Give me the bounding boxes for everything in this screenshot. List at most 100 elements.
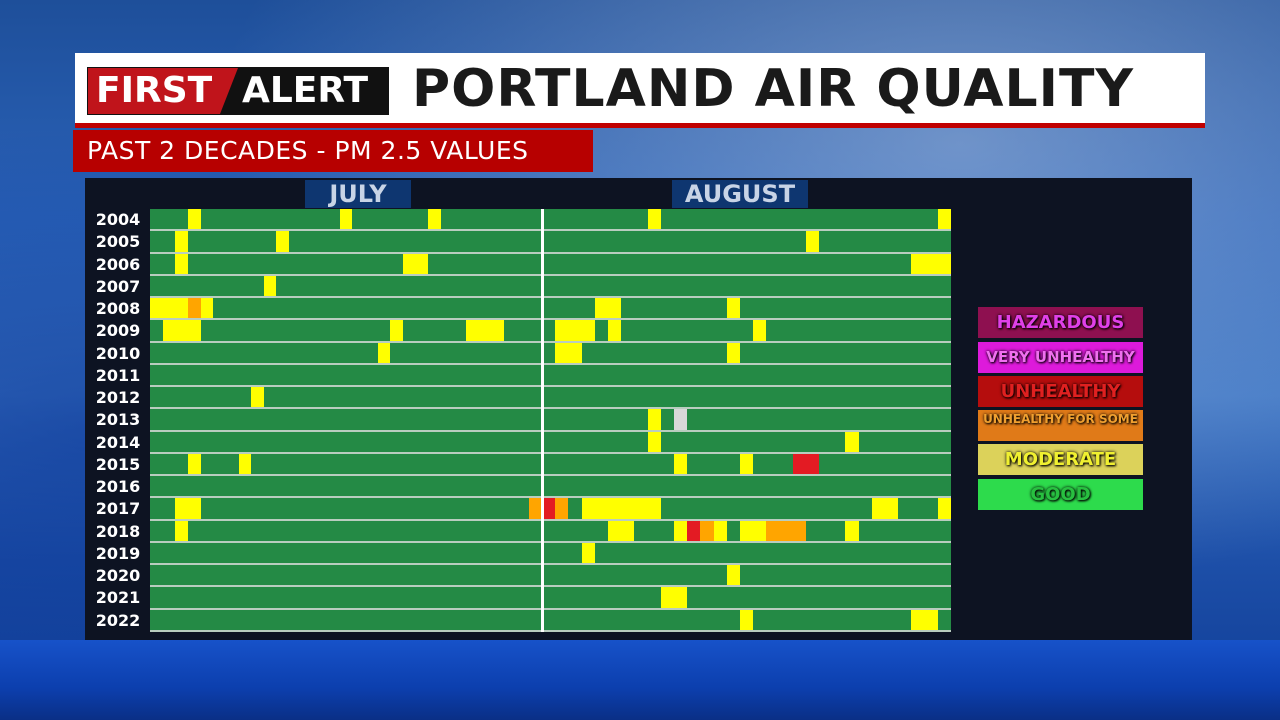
heatmap-cell-moderate [937,498,951,519]
first-alert-logo: FIRST ALERT [87,67,389,115]
year-label: 2016 [95,477,141,497]
heatmap-row [150,209,951,230]
heatmap-cell-moderate [594,298,622,319]
year-label: 2017 [95,499,141,519]
heatmap-cell-usg [766,520,806,541]
heatmap-cell-moderate [466,320,505,341]
row-separator [150,585,951,588]
year-label: 2007 [95,276,141,296]
heatmap-row [150,431,951,452]
heatmap-row [150,476,951,496]
row-separator [150,296,951,299]
heatmap-row [150,298,951,319]
heatmap-cell-moderate [911,609,938,630]
heatmap-cell-moderate [673,453,688,475]
month-label-august: AUGUST [672,180,808,208]
heatmap-cell-moderate [339,209,353,230]
heatmap-cell-moderate [428,209,441,230]
heatmap-cell-moderate [175,498,201,519]
heatmap-row [150,587,951,608]
heatmap-cell-moderate [726,342,740,363]
heatmap-cell-moderate [753,320,767,341]
row-separator [150,474,951,477]
subtitle: PAST 2 DECADES - PM 2.5 VALUES [73,130,593,172]
year-label: 2008 [95,299,141,319]
heatmap-cell-moderate [377,342,391,363]
legend-item-usg: UNHEALTHY FOR SOME [978,410,1143,441]
heatmap-cell-moderate [647,431,661,452]
heatmap-row [150,609,951,630]
heatmap-cell-unhealthy [542,498,556,519]
year-label: 2019 [95,543,141,563]
heatmap-row [150,520,951,541]
heatmap-row [150,253,951,274]
logo-alert: ALERT [220,68,388,114]
heatmap-cell-moderate [238,453,252,475]
legend-item-moderate: MODERATE [978,444,1143,475]
heatmap-row [150,409,951,430]
row-separator [150,496,951,499]
heatmap-cell-moderate [200,298,214,319]
heatmap-cell-moderate [555,320,595,341]
heatmap-cell-moderate [647,409,661,430]
heatmap-row [150,542,951,564]
heatmap-cell-moderate [187,209,201,230]
year-label: 2012 [95,388,141,408]
month-divider [541,209,544,632]
heatmap-cell-moderate [607,520,635,541]
month-label-july: JULY [305,180,411,208]
heatmap-cell-moderate [726,298,740,319]
heatmap-cell-usg [529,498,542,519]
heatmap-row [150,565,951,586]
row-separator [150,429,951,432]
heatmap-cell-moderate [937,209,951,230]
heatmap-cell-moderate [739,520,767,541]
legend-item-hazardous: HAZARDOUS [978,307,1143,338]
heatmap-row [150,387,951,408]
heatmap-cell-usg [187,298,201,319]
year-label: 2018 [95,521,141,541]
heatmap-cell-moderate [660,587,688,608]
heatmap-cell-moderate [871,498,899,519]
page-title: PORTLAND AIR QUALITY [412,59,1135,119]
heatmap-cell-moderate [263,275,277,297]
heatmap-cell-moderate [150,298,188,319]
heatmap-cell-moderate [713,520,727,541]
row-separator [150,630,951,632]
legend-item-unhealthy: UNHEALTHY [978,376,1143,407]
row-separator [150,362,951,365]
year-label: 2011 [95,365,141,385]
heatmap-cell-moderate [175,520,188,541]
year-label: 2020 [95,566,141,586]
heatmap-cell-moderate [187,453,201,475]
year-label: 2006 [95,254,141,274]
heatmap-cell-moderate [581,542,595,564]
heatmap-row [150,342,951,363]
legend-item-good: GOOD [978,479,1143,510]
row-separator [150,563,951,566]
logo-first: FIRST [88,68,238,114]
year-label: 2010 [95,343,141,363]
year-label: 2015 [95,454,141,474]
year-label: 2022 [95,610,141,630]
row-separator [150,385,951,388]
heatmap-cell-nodata [673,409,688,430]
year-label: 2009 [95,321,141,341]
row-separator [150,251,951,254]
heatmap-row [150,320,951,341]
row-separator [150,407,951,410]
heatmap-row [150,275,951,297]
heatmap-cell-moderate [845,520,859,541]
year-label: 2013 [95,410,141,430]
heatmap-cell-moderate [845,431,859,452]
row-separator [150,451,951,454]
heatmap-cell-moderate [276,231,290,252]
heatmap-cell-moderate [162,320,201,341]
heatmap-cell-moderate [726,565,740,586]
heatmap-cell-usg [700,520,714,541]
heatmap-cell-moderate [805,231,820,252]
heatmap-row [150,453,951,475]
legend-item-very_unhealthy: VERY UNHEALTHY [978,342,1143,373]
year-label: 2005 [95,232,141,252]
year-label: 2004 [95,210,141,229]
